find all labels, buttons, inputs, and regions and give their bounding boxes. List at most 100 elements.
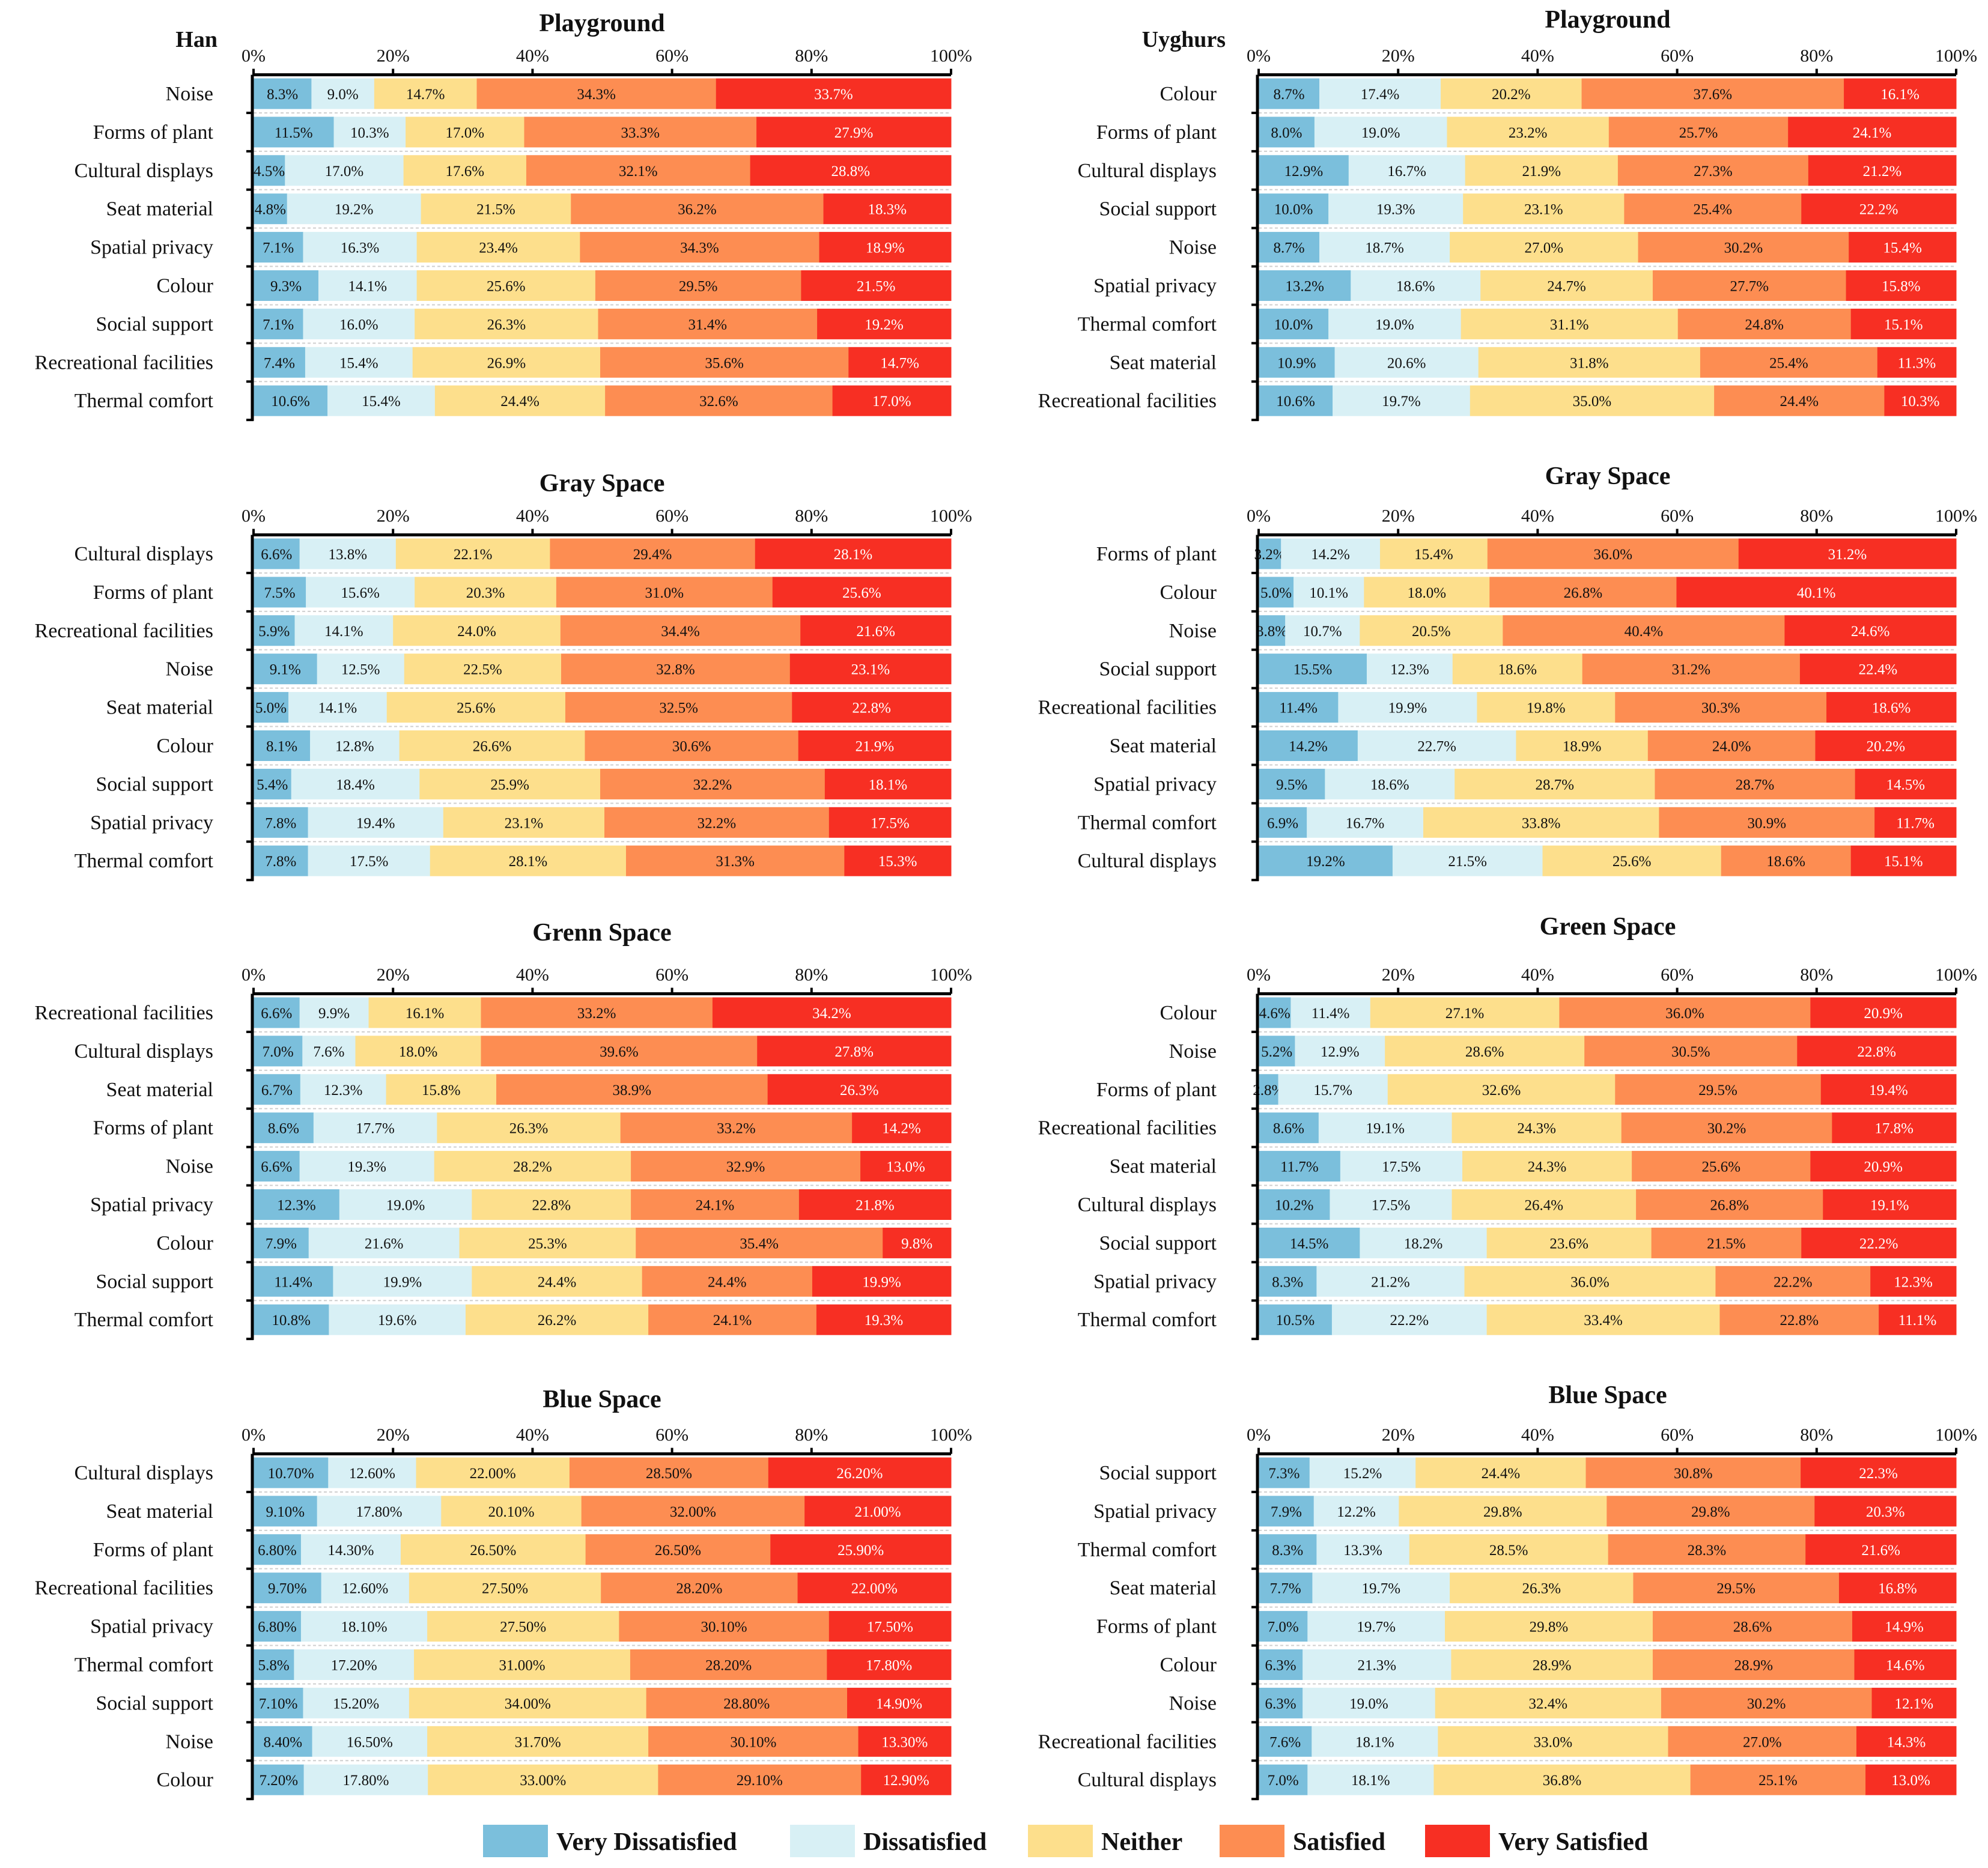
bar-segment — [560, 615, 801, 646]
bar-segment — [1259, 997, 1291, 1028]
bar-segment — [1856, 1726, 1957, 1757]
bar-segment — [1480, 270, 1653, 301]
bar-segment — [1290, 997, 1371, 1028]
data-label: 24.4% — [538, 1274, 577, 1290]
bar-segment — [1477, 692, 1616, 723]
bar-segment — [1259, 385, 1333, 416]
panel-title: Green Space — [1540, 913, 1676, 941]
data-label: 30.2% — [1747, 1696, 1786, 1712]
category-label: Noise — [166, 1730, 213, 1753]
bar-segment — [400, 1534, 586, 1565]
bar-segment — [1259, 845, 1393, 876]
bar-segment — [333, 117, 406, 148]
bar-segment — [630, 1649, 827, 1680]
x-tick-label: 20% — [377, 46, 410, 66]
bar-segment — [1385, 1036, 1585, 1067]
category-label: Noise — [1169, 620, 1217, 642]
panel-title: Gray Space — [540, 470, 665, 497]
bar-segment — [1278, 1074, 1388, 1105]
data-label: 13.3% — [1343, 1542, 1382, 1559]
bar-segment — [1366, 653, 1453, 685]
data-label: 24.4% — [1780, 393, 1819, 410]
data-label: 21.2% — [1371, 1274, 1410, 1290]
bar-segment — [1259, 577, 1294, 608]
data-label: 25.9% — [490, 777, 529, 793]
data-label: 14.7% — [880, 355, 919, 371]
category-label: Spatial privacy — [90, 811, 213, 834]
data-label: 6.6% — [261, 547, 292, 563]
category-label: Thermal comfort — [1078, 313, 1217, 335]
data-label: 40.1% — [1797, 585, 1836, 601]
data-label: 17.80% — [342, 1772, 389, 1789]
bar-segment — [299, 538, 397, 569]
bar-segment — [1636, 1189, 1823, 1220]
bar-segment — [1338, 692, 1477, 723]
category-label: Spatial privacy — [1093, 773, 1217, 795]
bar-segment — [1392, 845, 1543, 876]
category-label: Social support — [1099, 658, 1217, 681]
data-label: 19.1% — [1366, 1121, 1405, 1137]
data-label: 33.2% — [717, 1121, 756, 1137]
bar-segment — [311, 78, 375, 109]
data-label: 12.90% — [883, 1772, 929, 1789]
data-label: 9.1% — [270, 662, 301, 678]
bar-segment — [254, 1151, 300, 1182]
data-label: 28.1% — [509, 854, 548, 870]
bar-segment — [1879, 1304, 1957, 1335]
bar-segment — [308, 1227, 460, 1258]
bar-segment — [287, 193, 422, 225]
bar-segment — [1874, 807, 1957, 838]
data-label: 11.4% — [1312, 1005, 1350, 1022]
bar-segment — [1399, 1496, 1607, 1527]
data-label: 19.9% — [1388, 700, 1427, 717]
bar-segment — [428, 1764, 658, 1795]
bar-segment — [824, 768, 952, 799]
chart-panel: Grenn Space Recreational facilities 6.6% 9.… — [35, 919, 972, 1341]
data-label: 22.2% — [1390, 1312, 1429, 1329]
data-label: 18.6% — [1396, 279, 1435, 295]
data-label: 30.2% — [1724, 240, 1763, 256]
category-label: Spatial privacy — [90, 237, 213, 259]
bar-segment — [415, 577, 557, 608]
bar-segment — [355, 1036, 481, 1067]
data-label: 11.4% — [1279, 700, 1318, 717]
bar-segment — [1259, 270, 1351, 301]
bar-segment — [1307, 1764, 1434, 1795]
bar-segment — [416, 270, 596, 301]
legend-swatch — [1220, 1825, 1284, 1857]
bar-segment — [303, 232, 418, 263]
x-tick-label: 100% — [930, 46, 972, 66]
data-label: 30.5% — [1671, 1044, 1710, 1060]
bar-segment — [303, 1687, 410, 1718]
data-label: 15.4% — [1883, 240, 1922, 256]
data-label: 8.7% — [1273, 86, 1304, 103]
bar-segment — [828, 1611, 952, 1642]
bar-segment — [254, 1227, 309, 1258]
data-label: 17.5% — [1382, 1159, 1421, 1175]
bar-segment — [1814, 1496, 1957, 1527]
category-label: Social support — [96, 773, 214, 795]
bar-segment — [1259, 1726, 1312, 1757]
data-label: 32.9% — [726, 1159, 765, 1175]
data-label: 9.0% — [327, 86, 359, 103]
data-label: 8.3% — [1272, 1542, 1303, 1559]
bar-segment — [300, 1074, 387, 1105]
bar-segment — [1615, 692, 1827, 723]
bar-segment — [254, 1534, 302, 1565]
bar-segment — [1852, 1611, 1957, 1642]
data-label: 20.9% — [1864, 1005, 1903, 1022]
panel-title: Blue Space — [1548, 1381, 1667, 1409]
data-label: 5.8% — [258, 1658, 290, 1674]
bar-segment — [254, 807, 309, 838]
data-label: 20.3% — [1866, 1504, 1905, 1520]
bar-segment — [1850, 308, 1957, 339]
data-label: 22.8% — [1780, 1312, 1819, 1329]
bar-segment — [565, 692, 792, 723]
bar-segment — [1652, 1611, 1853, 1642]
data-label: 22.2% — [1859, 202, 1898, 218]
data-label: 14.90% — [876, 1696, 922, 1712]
bar-segment — [1423, 807, 1659, 838]
bar-segment — [798, 1189, 952, 1220]
data-label: 37.6% — [1694, 86, 1733, 103]
